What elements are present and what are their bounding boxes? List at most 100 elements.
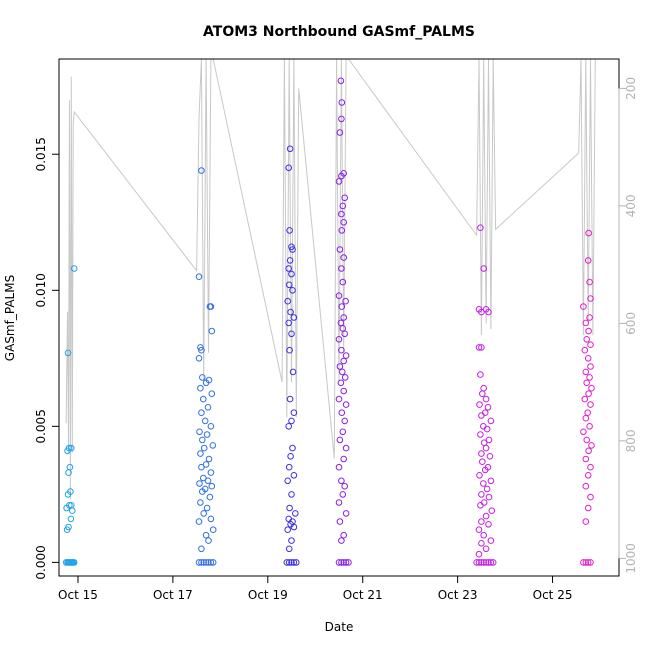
data-point: [195, 559, 203, 566]
data-point: [487, 477, 495, 485]
pressure-trace-layer: [65, 59, 596, 500]
data-point: [289, 287, 296, 294]
data-point: [283, 559, 291, 566]
data-point: [480, 384, 488, 392]
data-point: [292, 510, 299, 517]
data-point: [205, 376, 213, 384]
data-point: [200, 444, 208, 452]
right-tick-label: 400: [624, 194, 638, 217]
data-point: [205, 455, 213, 463]
data-point: [195, 273, 203, 281]
x-axis-label: Date: [325, 620, 354, 634]
data-point: [288, 537, 295, 544]
data-point: [290, 314, 298, 321]
data-point: [286, 346, 293, 354]
data-point: [337, 77, 345, 85]
data-point: [345, 559, 352, 566]
data-point: [340, 357, 348, 365]
data-point: [482, 395, 490, 403]
data-point: [584, 355, 592, 362]
data-point: [290, 472, 298, 479]
data-point: [209, 559, 217, 566]
data-point: [70, 265, 78, 272]
data-point: [581, 346, 589, 354]
data-point: [476, 472, 483, 479]
data-point: [581, 395, 589, 403]
data-point: [336, 129, 344, 136]
data-point: [580, 303, 587, 310]
data-point: [339, 428, 347, 436]
data-point: [200, 474, 207, 482]
data-point: [202, 531, 210, 539]
data-point: [201, 417, 209, 425]
data-point: [335, 292, 343, 300]
data-point: [580, 559, 587, 566]
data-point: [478, 450, 485, 457]
y-tick-label: 0.005: [34, 409, 48, 443]
data-point: [198, 409, 205, 417]
data-point: [586, 374, 593, 381]
data-point: [200, 395, 207, 403]
data-point: [335, 499, 343, 506]
data-point: [200, 510, 207, 517]
data-point: [337, 319, 345, 327]
data-point: [288, 330, 295, 338]
data-point: [196, 428, 203, 436]
x-tick-label: Oct 21: [343, 588, 383, 602]
data-point: [286, 257, 294, 264]
data-point: [338, 303, 346, 310]
right-tick-label: 800: [624, 429, 638, 452]
data-point: [285, 559, 293, 566]
data-point: [582, 319, 590, 327]
data-point: [201, 485, 209, 493]
data-point: [340, 219, 348, 226]
data-point: [290, 409, 298, 417]
data-point: [585, 447, 592, 455]
data-point: [284, 297, 292, 305]
data-point: [584, 472, 592, 479]
data-point: [336, 436, 344, 444]
data-point: [68, 444, 75, 452]
data-point: [587, 401, 594, 408]
data-point: [478, 540, 485, 547]
data-point: [287, 453, 294, 460]
data-point: [197, 344, 204, 351]
data-point: [584, 257, 592, 264]
data-point: [584, 504, 592, 512]
data-point: [203, 431, 211, 438]
data-point: [338, 265, 345, 272]
data-point: [286, 504, 293, 512]
data-point: [485, 559, 492, 566]
data-point: [485, 308, 492, 316]
data-point: [337, 379, 345, 387]
data-point: [482, 545, 490, 553]
data-point: [289, 368, 297, 376]
data-point: [285, 423, 293, 430]
data-point: [342, 444, 350, 452]
data-point: [284, 477, 292, 485]
data-point: [480, 559, 488, 566]
data-point: [341, 374, 349, 381]
data-point: [341, 417, 349, 425]
right-pressure-axis: 200 400 600 800 1000: [618, 77, 638, 574]
data-point: [582, 414, 590, 422]
x-tick-label: Oct 25: [533, 588, 573, 602]
data-point: [64, 349, 72, 357]
data-point: [285, 265, 293, 272]
data-point: [286, 145, 294, 153]
data-point: [338, 537, 345, 544]
data-point: [481, 409, 489, 417]
data-point: [285, 164, 293, 172]
data-point: [580, 428, 587, 436]
data-point: [477, 371, 484, 378]
data-point: [480, 423, 487, 430]
y-tick-label: 0.010: [34, 273, 48, 307]
data-point: [208, 327, 216, 335]
data-point: [284, 526, 292, 534]
data-point: [199, 374, 206, 381]
data-point: [293, 559, 300, 566]
data-point: [584, 409, 592, 417]
data-point: [202, 461, 210, 468]
data-point: [478, 344, 485, 351]
data-point: [207, 303, 215, 310]
